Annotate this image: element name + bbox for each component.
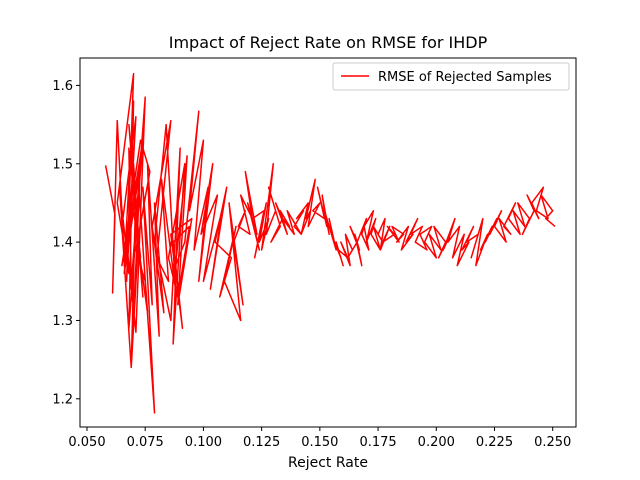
legend-box [332,62,570,91]
x-axis-label: Reject Rate [288,455,368,471]
legend-entry-rmse: RMSE of Rejected Samples [378,70,552,85]
y-tick-label: 1.4 [52,236,73,251]
y-tick-label: 1.6 [52,79,73,94]
x-tick-label: 0.125 [243,435,280,450]
x-axis: 0.050 0.075 0.100 0.125 0.150 0.175 0.200 0.225… [68,427,571,450]
chart-title: Impact of Reject Rate on RMSE for IHDP [169,33,488,52]
y-axis: 1.2 1.3 1.4 1.5 1.6 [52,79,80,407]
x-tick-label: 0.175 [359,435,396,450]
x-tick-label: 0.200 [418,435,455,450]
plot-series-layer [104,72,556,414]
x-tick-label: 0.150 [301,435,338,450]
y-tick-label: 1.5 [52,157,73,172]
x-tick-label: 0.225 [476,435,513,450]
x-tick-label: 0.250 [534,435,571,450]
series-line-0 [104,72,556,414]
legend: RMSE of Rejected Samples [332,62,570,91]
x-tick-label: 0.100 [185,435,222,450]
y-tick-label: 1.2 [52,392,73,407]
x-tick-label: 0.050 [68,435,105,450]
y-tick-label: 1.3 [52,314,73,329]
x-tick-label: 0.075 [127,435,164,450]
